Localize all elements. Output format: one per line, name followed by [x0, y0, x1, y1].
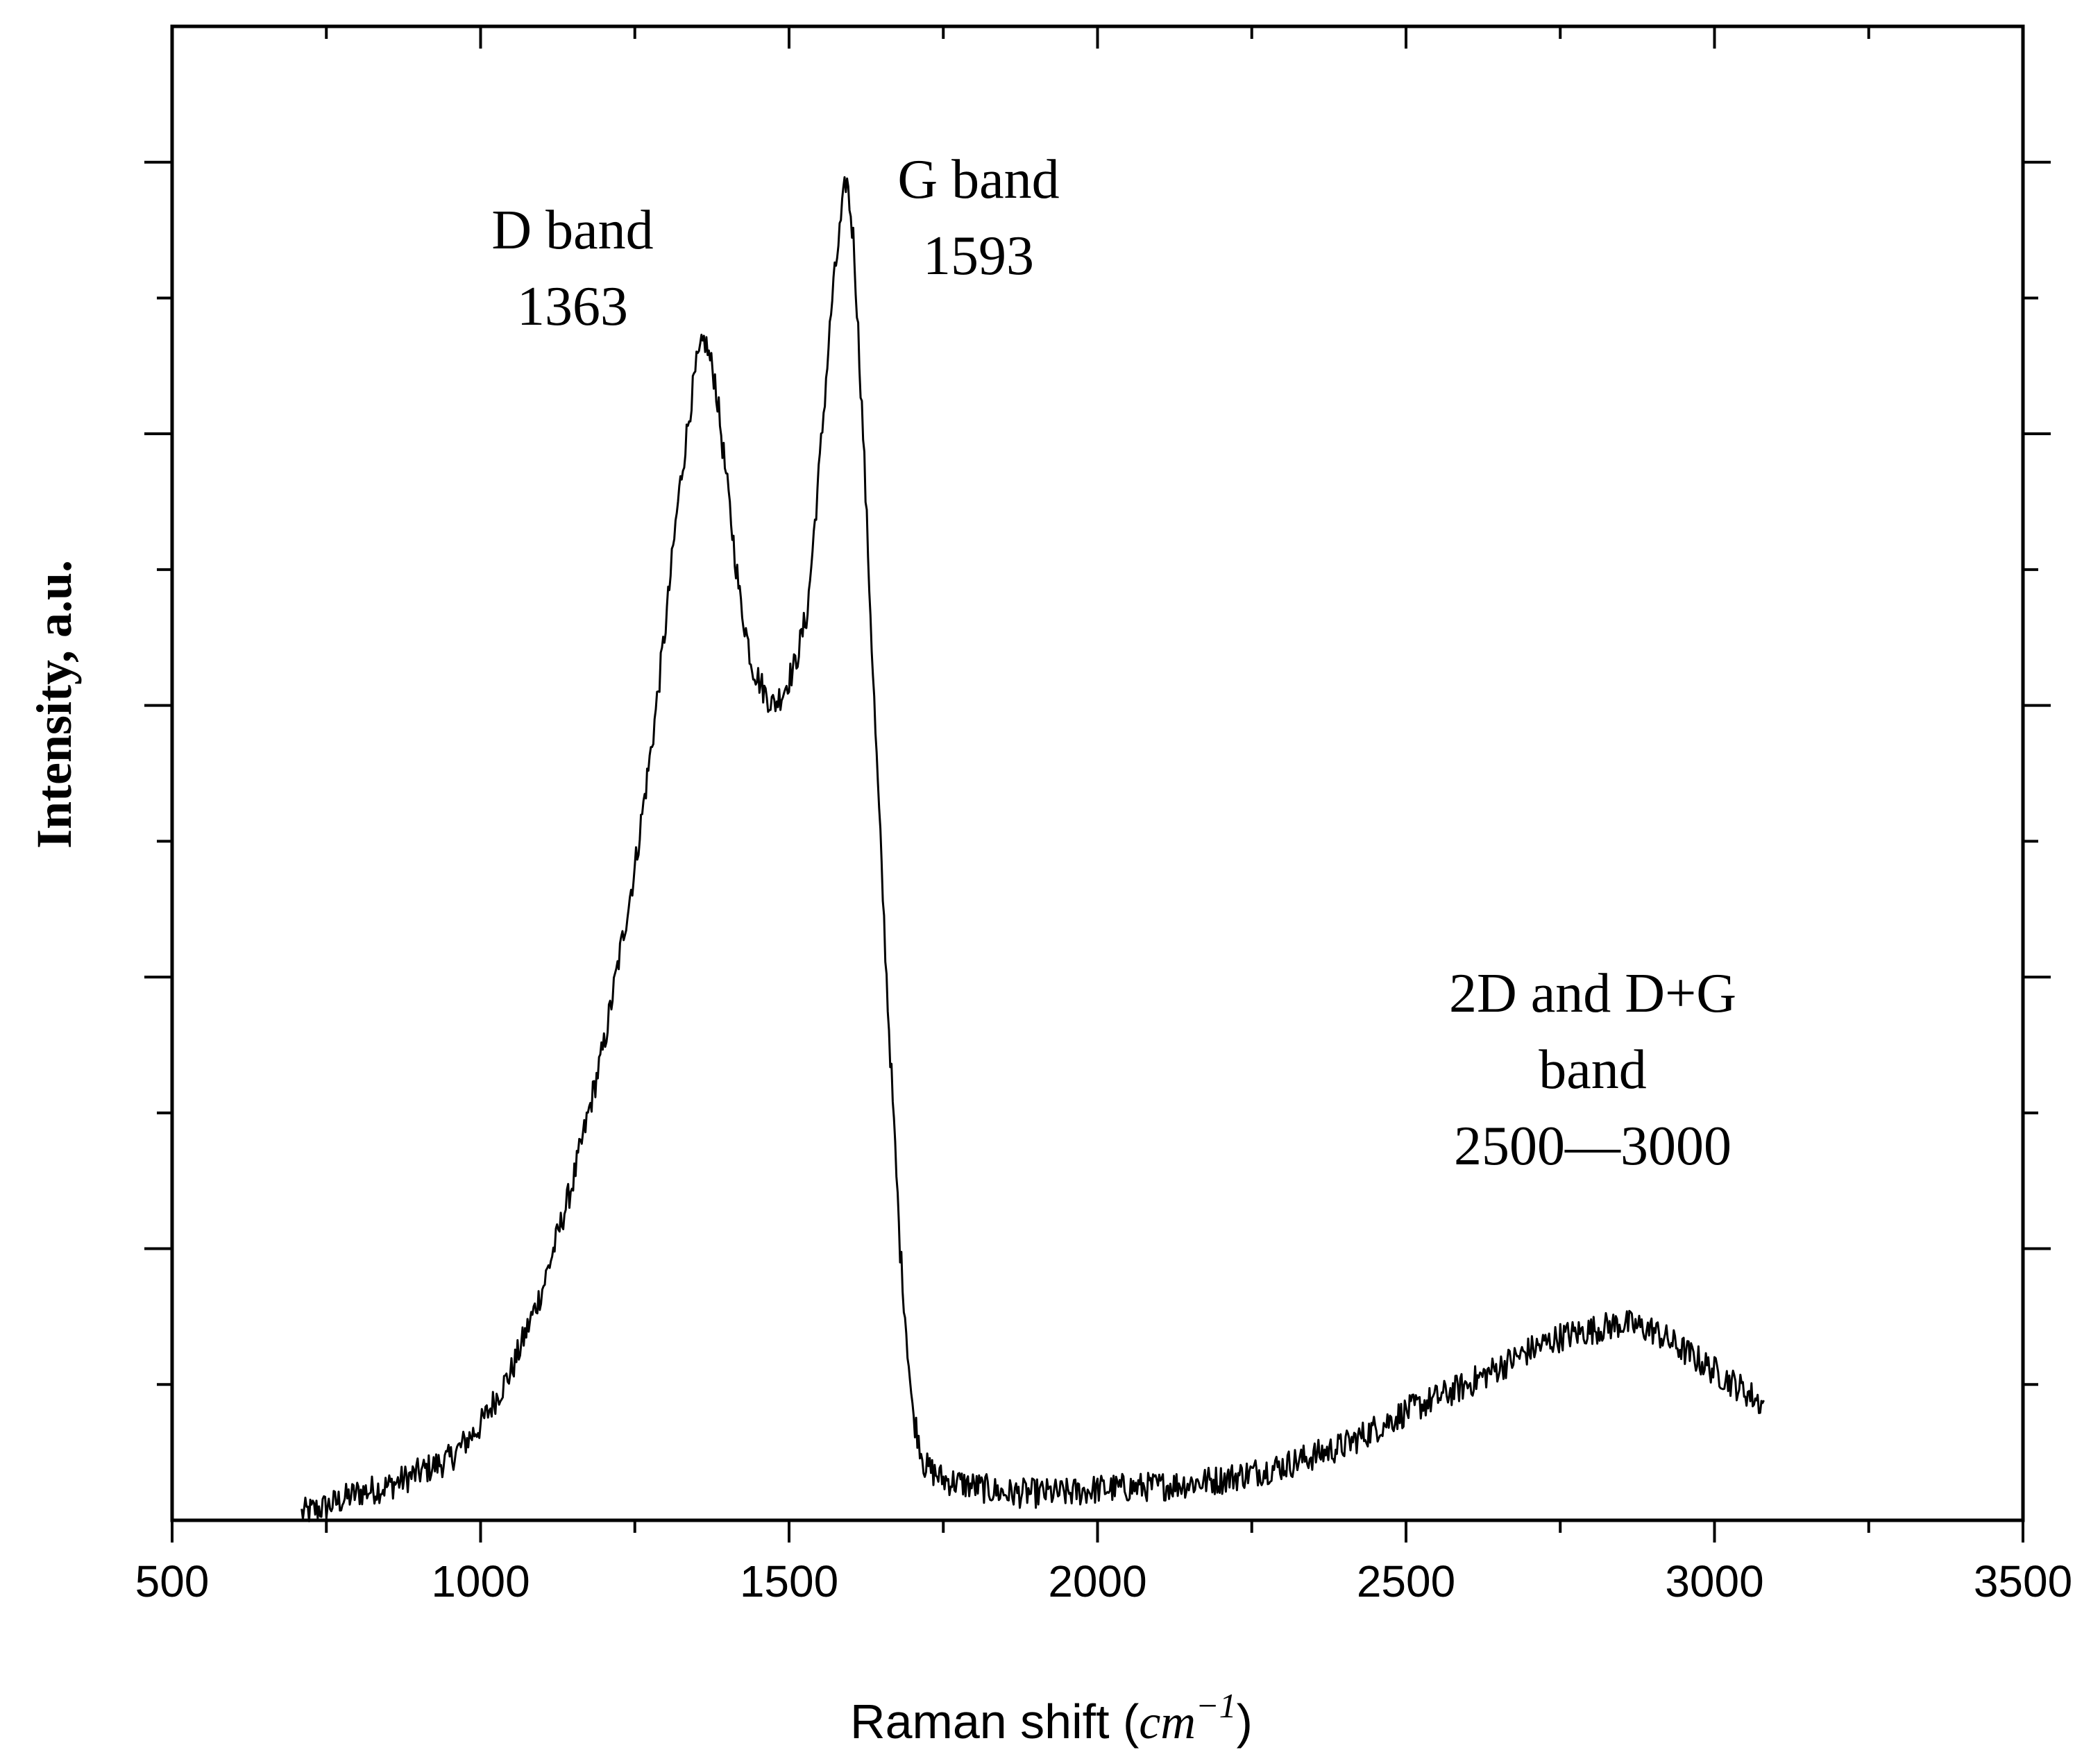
peak-annotation-line: 1593 [923, 226, 1034, 287]
peak-annotation: 2D and D+G band 2500—3000 [1449, 963, 1736, 1177]
y-axis-ticks [144, 160, 2051, 1386]
x-tick-label: 3000 [1665, 1556, 1763, 1606]
spectrum-line [300, 176, 1765, 1522]
y-axis-title: Intensity, a.u. [26, 560, 82, 849]
peak-annotation-line: 2500—3000 [1454, 1116, 1731, 1177]
x-tick-label: 2000 [1048, 1556, 1146, 1606]
x-tick-label: 1000 [431, 1556, 530, 1606]
peak-annotations: D band 1363 G band 1593 2D and D+G band 2500—3… [491, 149, 1736, 1177]
peak-annotation: G band 1593 [897, 149, 1059, 287]
x-tick-label: 1500 [740, 1556, 838, 1606]
peak-annotation: D band 1363 [491, 200, 653, 337]
peak-annotation-line: D band [491, 200, 653, 261]
x-tick-label: 2500 [1357, 1556, 1455, 1606]
x-axis-tick-labels: 500 1000 1500 2000 2500 3000 3500 [135, 1556, 2073, 1606]
x-axis-ticks [171, 26, 2024, 1543]
x-axis-title-suffix: ) [1237, 1694, 1253, 1749]
x-tick-label: 500 [135, 1556, 210, 1606]
x-tick-label: 3500 [1974, 1556, 2072, 1606]
peak-annotation-line: band [1539, 1039, 1647, 1101]
x-axis-title: Raman shift (cm−1) [850, 1686, 1253, 1749]
peak-annotation-line: 1363 [517, 276, 628, 337]
peak-annotation-line: G band [897, 149, 1059, 210]
plot-frame [170, 24, 2025, 1522]
x-axis-title-unit: cm [1139, 1696, 1196, 1749]
x-axis-title-prefix: Raman shift ( [850, 1694, 1139, 1749]
peak-annotation-line: 2D and D+G [1449, 963, 1736, 1024]
x-axis-title-exponent: −1 [1196, 1686, 1237, 1725]
